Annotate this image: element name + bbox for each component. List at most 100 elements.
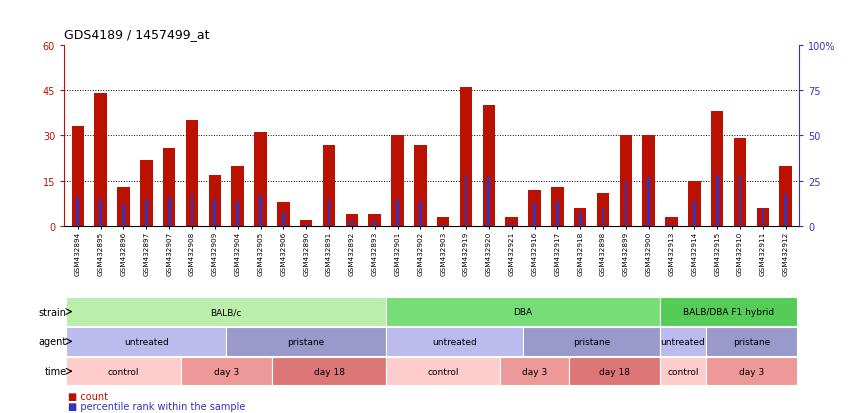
Text: control: control	[108, 367, 139, 376]
Bar	[579, 212, 581, 227]
Bar	[716, 176, 718, 227]
Bar	[67, 327, 227, 356]
Text: DBA: DBA	[514, 307, 533, 316]
Bar	[67, 297, 386, 326]
Bar	[482, 106, 495, 227]
Bar	[551, 188, 563, 227]
Bar	[145, 199, 148, 227]
Bar	[374, 221, 376, 227]
Bar	[556, 202, 558, 227]
Bar	[327, 199, 330, 227]
Text: untreated: untreated	[124, 337, 168, 346]
Bar	[369, 215, 381, 227]
Text: strain: strain	[38, 307, 67, 317]
Bar	[186, 121, 198, 227]
Bar	[305, 225, 308, 227]
Text: day 3: day 3	[522, 367, 547, 376]
Bar	[191, 196, 193, 227]
Bar	[180, 357, 272, 386]
Text: day 18: day 18	[599, 367, 630, 376]
Bar	[232, 166, 244, 227]
Text: control: control	[428, 367, 459, 376]
Bar	[168, 198, 170, 227]
Text: pristane: pristane	[573, 337, 610, 346]
Bar	[464, 176, 468, 227]
Bar	[345, 215, 358, 227]
Bar	[487, 178, 490, 227]
Bar	[528, 190, 541, 227]
Bar	[386, 297, 660, 326]
Bar	[660, 357, 705, 386]
Text: agent: agent	[38, 337, 67, 347]
Bar	[780, 166, 792, 227]
Bar	[236, 202, 239, 227]
Bar	[460, 88, 472, 227]
Bar	[693, 202, 696, 227]
Text: day 3: day 3	[214, 367, 239, 376]
Text: BALB/DBA F1 hybrid: BALB/DBA F1 hybrid	[683, 307, 774, 316]
Bar	[523, 327, 660, 356]
Bar	[670, 225, 673, 227]
Text: pristane: pristane	[287, 337, 325, 346]
Bar	[574, 209, 587, 227]
Bar	[277, 202, 290, 227]
Text: BALB/c: BALB/c	[210, 307, 242, 316]
Bar	[72, 127, 84, 227]
Bar	[396, 199, 399, 227]
Bar	[351, 221, 353, 227]
Text: GDS4189 / 1457499_at: GDS4189 / 1457499_at	[64, 28, 209, 41]
Text: ■ count: ■ count	[68, 391, 109, 401]
Bar	[163, 148, 175, 227]
Bar	[140, 160, 152, 227]
Bar	[534, 203, 536, 227]
Bar	[67, 357, 180, 386]
Bar	[688, 181, 700, 227]
Bar	[757, 209, 770, 227]
Bar	[259, 196, 262, 227]
Bar	[419, 202, 422, 227]
Bar	[762, 209, 764, 227]
Bar	[254, 133, 267, 227]
Bar	[739, 176, 741, 227]
Bar	[705, 357, 797, 386]
Bar	[392, 136, 404, 227]
Bar	[505, 218, 518, 227]
Bar	[500, 357, 569, 386]
Text: day 3: day 3	[739, 367, 764, 376]
Bar	[602, 209, 604, 227]
Text: untreated: untreated	[661, 337, 705, 346]
Bar	[272, 357, 386, 386]
Bar	[642, 136, 655, 227]
Bar	[227, 327, 386, 356]
Bar	[76, 198, 80, 227]
Bar	[117, 188, 130, 227]
Bar	[597, 194, 610, 227]
Bar	[734, 139, 746, 227]
Bar	[620, 136, 632, 227]
Bar	[214, 199, 216, 227]
Bar	[665, 218, 678, 227]
Bar	[705, 327, 797, 356]
Bar	[94, 94, 107, 227]
Bar	[510, 223, 513, 227]
Bar	[660, 297, 797, 326]
Bar	[442, 225, 445, 227]
Bar	[437, 218, 450, 227]
Bar	[282, 212, 285, 227]
Bar	[647, 178, 650, 227]
Text: untreated: untreated	[433, 337, 477, 346]
Bar	[300, 221, 312, 227]
Text: time: time	[44, 366, 67, 376]
Text: pristane: pristane	[733, 337, 770, 346]
Text: ■ percentile rank within the sample: ■ percentile rank within the sample	[68, 401, 245, 411]
Bar	[414, 145, 427, 227]
Bar	[711, 112, 723, 227]
Text: day 18: day 18	[314, 367, 345, 376]
Bar	[122, 205, 125, 227]
Bar	[660, 327, 705, 356]
Bar	[624, 181, 628, 227]
Bar	[322, 145, 335, 227]
Bar	[99, 199, 102, 227]
Bar	[209, 176, 221, 227]
Text: control: control	[667, 367, 699, 376]
